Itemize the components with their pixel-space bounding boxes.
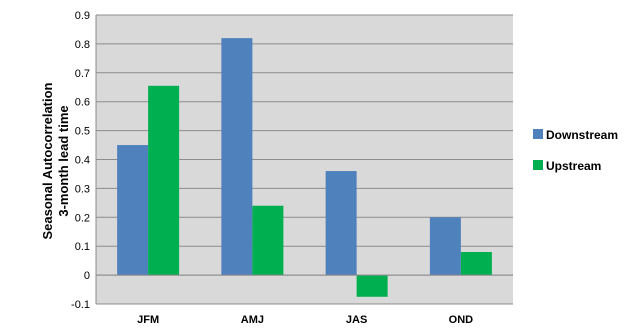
y-tick-label: 0.8 — [75, 39, 90, 51]
y-tick-label: -0.1 — [71, 299, 90, 311]
legend: Downstream Upstream — [533, 128, 618, 173]
y-tick-label: 0.3 — [75, 183, 90, 195]
bar-upstream-jas — [356, 275, 388, 297]
y-tick-label: 0.9 — [75, 10, 90, 22]
y-tick-label: 0.1 — [75, 241, 90, 253]
x-tick-label: AMJ — [241, 314, 264, 326]
legend-label-upstream: Upstream — [546, 159, 601, 173]
bar-upstream-amj — [252, 205, 284, 276]
y-axis-title: Seasonal Autocorrelation 3-month lead ti… — [40, 82, 71, 239]
bar-downstream-jfm — [117, 145, 149, 276]
y-tick-label: 0.4 — [75, 155, 90, 167]
legend-label-downstream: Downstream — [546, 128, 618, 142]
bar-upstream-jfm — [148, 85, 180, 276]
legend-swatch-upstream — [533, 160, 543, 170]
x-tick-label: OND — [449, 314, 474, 326]
y-tick-label: 0.5 — [75, 126, 90, 138]
bar-downstream-amj — [221, 38, 253, 276]
y-axis-title-line-1: Seasonal Autocorrelation — [40, 82, 55, 239]
y-tick-label: 0 — [84, 270, 90, 282]
y-axis-title-line-2: 3-month lead time — [56, 105, 71, 216]
y-tick-label: 0.6 — [75, 97, 90, 109]
legend-swatch-downstream — [533, 129, 543, 139]
bar-upstream-ond — [460, 251, 492, 276]
bar-downstream-jas — [325, 171, 357, 276]
axes: -0.1 0 0.1 0.2 0.3 0.4 0.5 0.6 0.7 0.8 0.9 JFM AMJ JA… — [71, 10, 513, 326]
x-tick-label: JFM — [137, 314, 159, 326]
bar-downstream-ond — [429, 217, 461, 276]
y-tick-label: 0.2 — [75, 212, 90, 224]
y-tick-label: 0.7 — [75, 68, 90, 80]
plot-area — [96, 14, 513, 305]
x-tick-label: JAS — [346, 314, 367, 326]
